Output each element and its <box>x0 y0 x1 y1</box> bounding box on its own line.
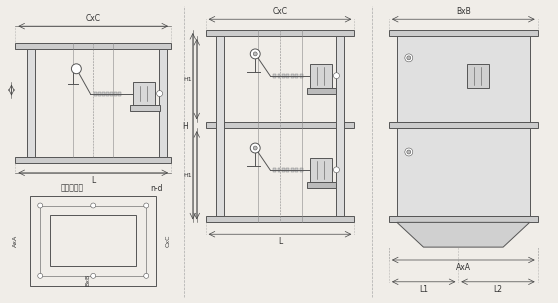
Text: L: L <box>278 237 282 246</box>
Bar <box>310 158 331 182</box>
Bar <box>300 74 303 78</box>
Bar <box>454 74 456 78</box>
Circle shape <box>253 146 257 150</box>
Circle shape <box>334 167 339 173</box>
Bar <box>449 168 453 172</box>
Circle shape <box>405 54 413 62</box>
Text: AxA: AxA <box>13 235 18 247</box>
Text: H1: H1 <box>183 173 192 178</box>
Bar <box>458 168 460 172</box>
Text: CxC: CxC <box>86 14 100 23</box>
Text: L: L <box>91 176 95 185</box>
Bar <box>206 216 354 222</box>
Text: L1: L1 <box>419 285 428 294</box>
Circle shape <box>71 64 81 74</box>
Bar <box>50 215 136 266</box>
Bar <box>40 205 146 276</box>
Circle shape <box>38 273 42 278</box>
Bar <box>114 92 117 95</box>
Circle shape <box>334 73 339 79</box>
Bar <box>110 92 113 95</box>
Text: n-d: n-d <box>150 184 162 193</box>
Bar <box>277 74 281 78</box>
Bar <box>106 92 109 95</box>
Bar <box>449 74 453 78</box>
Bar <box>98 92 101 95</box>
Polygon shape <box>397 222 530 247</box>
Bar <box>461 168 464 172</box>
Bar <box>295 74 299 78</box>
Bar <box>215 36 224 216</box>
Bar <box>389 30 537 36</box>
Bar <box>16 43 171 49</box>
Text: CxC: CxC <box>272 7 287 16</box>
Bar <box>445 168 449 172</box>
Bar <box>397 36 530 122</box>
Bar <box>310 64 331 88</box>
Bar <box>206 122 354 128</box>
Bar <box>307 88 336 94</box>
Circle shape <box>157 91 162 97</box>
Bar <box>94 92 97 95</box>
Circle shape <box>144 203 148 208</box>
Circle shape <box>251 49 260 59</box>
Bar <box>291 74 294 78</box>
Circle shape <box>91 203 95 208</box>
Bar <box>300 168 303 172</box>
Circle shape <box>38 203 42 208</box>
Circle shape <box>405 148 413 156</box>
Bar <box>286 168 290 172</box>
Bar <box>445 74 449 78</box>
Bar <box>206 30 354 36</box>
Bar <box>130 105 160 112</box>
Text: L2: L2 <box>493 285 502 294</box>
Bar <box>458 74 460 78</box>
Bar <box>467 158 489 182</box>
Bar <box>454 168 456 172</box>
Bar <box>27 49 35 157</box>
Bar <box>389 216 537 222</box>
Bar <box>291 168 294 172</box>
Bar <box>16 157 171 163</box>
Text: 法兰示意图: 法兰示意图 <box>60 184 84 193</box>
Bar <box>273 74 276 78</box>
Bar <box>277 168 281 172</box>
Circle shape <box>407 56 411 60</box>
Text: AxA: AxA <box>456 263 471 272</box>
Bar <box>461 74 464 78</box>
Bar <box>282 74 285 78</box>
Bar <box>389 122 537 128</box>
Circle shape <box>251 143 260 153</box>
Text: BxB: BxB <box>456 7 470 16</box>
Bar <box>30 196 156 286</box>
Bar <box>467 64 489 88</box>
Circle shape <box>91 273 95 278</box>
Bar <box>102 92 105 95</box>
Bar <box>133 82 155 105</box>
Text: BxB: BxB <box>86 274 91 286</box>
Bar <box>307 182 336 188</box>
Bar <box>282 168 285 172</box>
Bar <box>286 74 290 78</box>
Bar <box>336 36 344 216</box>
Text: CxC: CxC <box>166 235 171 247</box>
Bar <box>397 128 530 216</box>
Bar <box>159 49 167 157</box>
Bar <box>273 168 276 172</box>
Bar <box>118 92 121 95</box>
Circle shape <box>144 273 148 278</box>
Circle shape <box>253 52 257 56</box>
Circle shape <box>407 150 411 154</box>
Text: H1: H1 <box>183 77 192 82</box>
Bar <box>295 168 299 172</box>
Text: H: H <box>182 122 188 131</box>
